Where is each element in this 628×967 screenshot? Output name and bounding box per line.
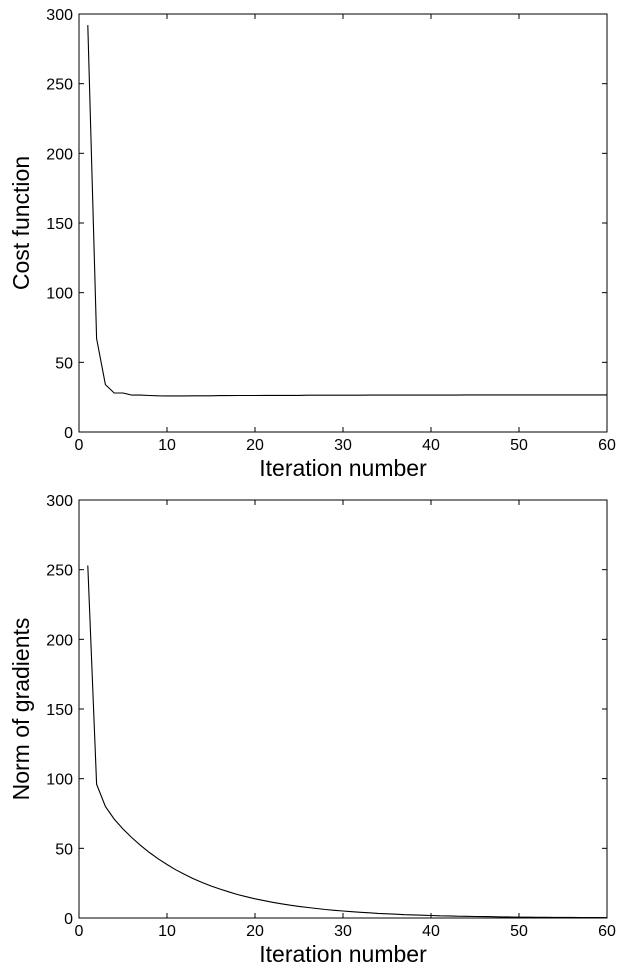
- y-tick-label: 250: [46, 563, 73, 580]
- y-tick-label: 250: [46, 77, 73, 94]
- x-tick-label: 10: [158, 923, 176, 940]
- x-tick-label: 20: [246, 923, 264, 940]
- x-tick-label: 0: [75, 437, 84, 454]
- x-tick-label: 50: [510, 437, 528, 454]
- x-tick-label: 20: [246, 437, 264, 454]
- y-tick-label: 0: [64, 425, 73, 442]
- plot-frame: [78, 13, 608, 433]
- x-tick-label: 10: [158, 437, 176, 454]
- y-tick-label: 100: [46, 286, 73, 303]
- y-tick-label: 50: [55, 355, 73, 372]
- y-tick-label: 200: [46, 632, 73, 649]
- x-tick-label: 30: [334, 437, 352, 454]
- x-axis-label: Iteration number: [259, 455, 427, 481]
- x-tick-label: 40: [422, 437, 440, 454]
- y-tick-label: 300: [46, 7, 73, 24]
- series-line: [87, 565, 608, 919]
- y-tick-label: 0: [64, 911, 73, 928]
- y-axis-label: Cost function: [8, 156, 34, 290]
- y-tick-label: 150: [46, 702, 73, 719]
- x-tick-label: 30: [334, 923, 352, 940]
- x-tick-label: 60: [598, 437, 616, 454]
- x-tick-label: 0: [75, 923, 84, 940]
- x-tick-label: 40: [422, 923, 440, 940]
- y-tick-label: 200: [46, 146, 73, 163]
- x-tick-label: 60: [598, 923, 616, 940]
- y-tick-label: 50: [55, 841, 73, 858]
- x-axis-label: Iteration number: [259, 941, 427, 967]
- x-tick-label: 50: [510, 923, 528, 940]
- plot-frame: [78, 499, 608, 919]
- chart-panel-2: 0 10 20 30 40 50 60 0 50 100 150 200 250 300 Iteration…: [8, 493, 616, 967]
- y-tick-label: 300: [46, 493, 73, 510]
- series-line: [87, 25, 607, 397]
- chart-panel-1: 0 10 20 30 40 50 60 0 50 100 150 200 250 300 Iteration…: [8, 7, 616, 481]
- y-axis-label: Norm of gradients: [8, 618, 34, 801]
- y-tick-label: 100: [46, 772, 73, 789]
- y-tick-label: 150: [46, 216, 73, 233]
